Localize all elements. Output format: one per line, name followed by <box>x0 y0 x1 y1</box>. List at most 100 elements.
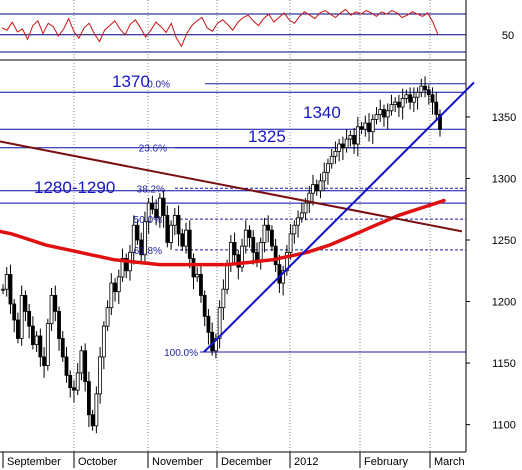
price-bar <box>172 214 177 226</box>
fibonacci-label: 0.0% <box>147 80 170 91</box>
price-bar <box>408 94 413 103</box>
price-bar <box>277 264 282 284</box>
price-bar <box>101 325 106 358</box>
price-bar <box>176 214 181 235</box>
price-bar <box>42 356 46 366</box>
price-bar <box>288 233 293 253</box>
price-bar <box>161 197 166 216</box>
price-bar <box>221 288 226 309</box>
price-bar <box>206 315 211 333</box>
level-label: 1280-1290 <box>34 178 115 197</box>
resistance-trendline <box>0 140 463 233</box>
price-bar <box>12 303 17 321</box>
indicator-y-axis: 50 <box>502 30 514 42</box>
price-bar <box>225 264 230 290</box>
price-bar <box>270 229 274 247</box>
price-bar <box>430 94 435 103</box>
price-bar <box>109 282 114 309</box>
price-bar <box>116 276 121 293</box>
price-bar <box>213 338 218 352</box>
price-bar <box>337 143 342 152</box>
price-y-axis: 1100 1150 1200 1250 1300 1350 <box>466 112 516 432</box>
moving-average-line <box>0 198 446 267</box>
price-bar <box>266 224 271 231</box>
price-bar <box>348 134 353 140</box>
fibonacci-label: 23.6% <box>139 144 167 155</box>
price-bar <box>49 294 54 325</box>
fibonacci-label: 61.8% <box>134 246 162 257</box>
price-bar <box>352 134 356 145</box>
indicator-tick-label: 50 <box>502 30 514 42</box>
y-tick-label: 1150 <box>492 358 516 370</box>
price-bar <box>434 101 439 115</box>
indicator-panel: 50 <box>0 0 514 56</box>
price-bar <box>382 109 386 118</box>
x-tick-label: September <box>7 456 61 468</box>
price-bar <box>57 310 61 339</box>
price-bar <box>296 217 300 226</box>
price-bar <box>281 270 286 284</box>
price-bar <box>191 258 196 278</box>
price-bar <box>83 350 88 382</box>
price-bar <box>120 258 125 278</box>
price-bar <box>68 374 73 389</box>
price-bar <box>27 310 32 327</box>
level-label: 1325 <box>248 127 286 146</box>
x-tick-label: December <box>221 456 272 468</box>
price-bar <box>195 274 200 278</box>
x-tick-label: October <box>78 456 117 468</box>
price-bar <box>299 212 304 219</box>
price-bar <box>340 143 345 149</box>
price-bar <box>157 197 162 219</box>
support-trendline <box>203 81 475 353</box>
price-bar <box>180 233 185 247</box>
price-bar <box>344 138 349 149</box>
price-bar <box>135 224 140 241</box>
price-bar <box>131 224 136 253</box>
price-bar <box>38 335 43 358</box>
price-bar <box>262 224 267 243</box>
price-bar <box>98 356 103 395</box>
price-bar <box>90 414 95 427</box>
price-bar <box>363 122 368 130</box>
price-bar <box>64 356 69 376</box>
price-bar <box>397 101 401 108</box>
price-bar <box>105 307 110 327</box>
price-bar <box>228 242 233 266</box>
y-tick-label: 1250 <box>492 235 516 247</box>
price-bar <box>251 237 256 253</box>
price-bar <box>124 258 129 272</box>
price-bar <box>1 288 5 291</box>
price-bar <box>311 184 315 194</box>
price-bar <box>370 118 375 133</box>
price-bar <box>143 221 147 256</box>
price-bar <box>150 202 155 210</box>
price-bar <box>411 96 416 103</box>
price-bar <box>404 94 409 99</box>
price-bar <box>187 229 192 259</box>
price-bar <box>389 104 394 112</box>
x-axis: September October November December 2012 Febr… <box>2 452 465 468</box>
price-bar <box>30 325 35 346</box>
x-tick-label: 2012 <box>294 456 318 468</box>
price-panel: 0.0%23.6%38.2%50.0%61.8%100.0% 137013401… <box>0 0 516 452</box>
price-bar <box>8 274 13 305</box>
x-tick-label: February <box>364 456 409 468</box>
price-bar <box>326 163 330 173</box>
price-bar <box>72 387 76 391</box>
price-bar <box>23 294 28 312</box>
price-bar <box>165 214 170 243</box>
price-bar <box>139 239 144 256</box>
price-bar <box>199 274 203 296</box>
price-bar <box>415 91 420 98</box>
price-bar <box>4 274 9 290</box>
trendlines <box>0 81 475 353</box>
price-bar <box>53 294 58 312</box>
price-bar <box>154 208 159 219</box>
price-bar <box>113 282 117 293</box>
price-bar <box>307 192 312 204</box>
y-tick-label: 1300 <box>492 173 516 185</box>
price-bar <box>184 229 188 247</box>
price-bar <box>202 294 207 317</box>
